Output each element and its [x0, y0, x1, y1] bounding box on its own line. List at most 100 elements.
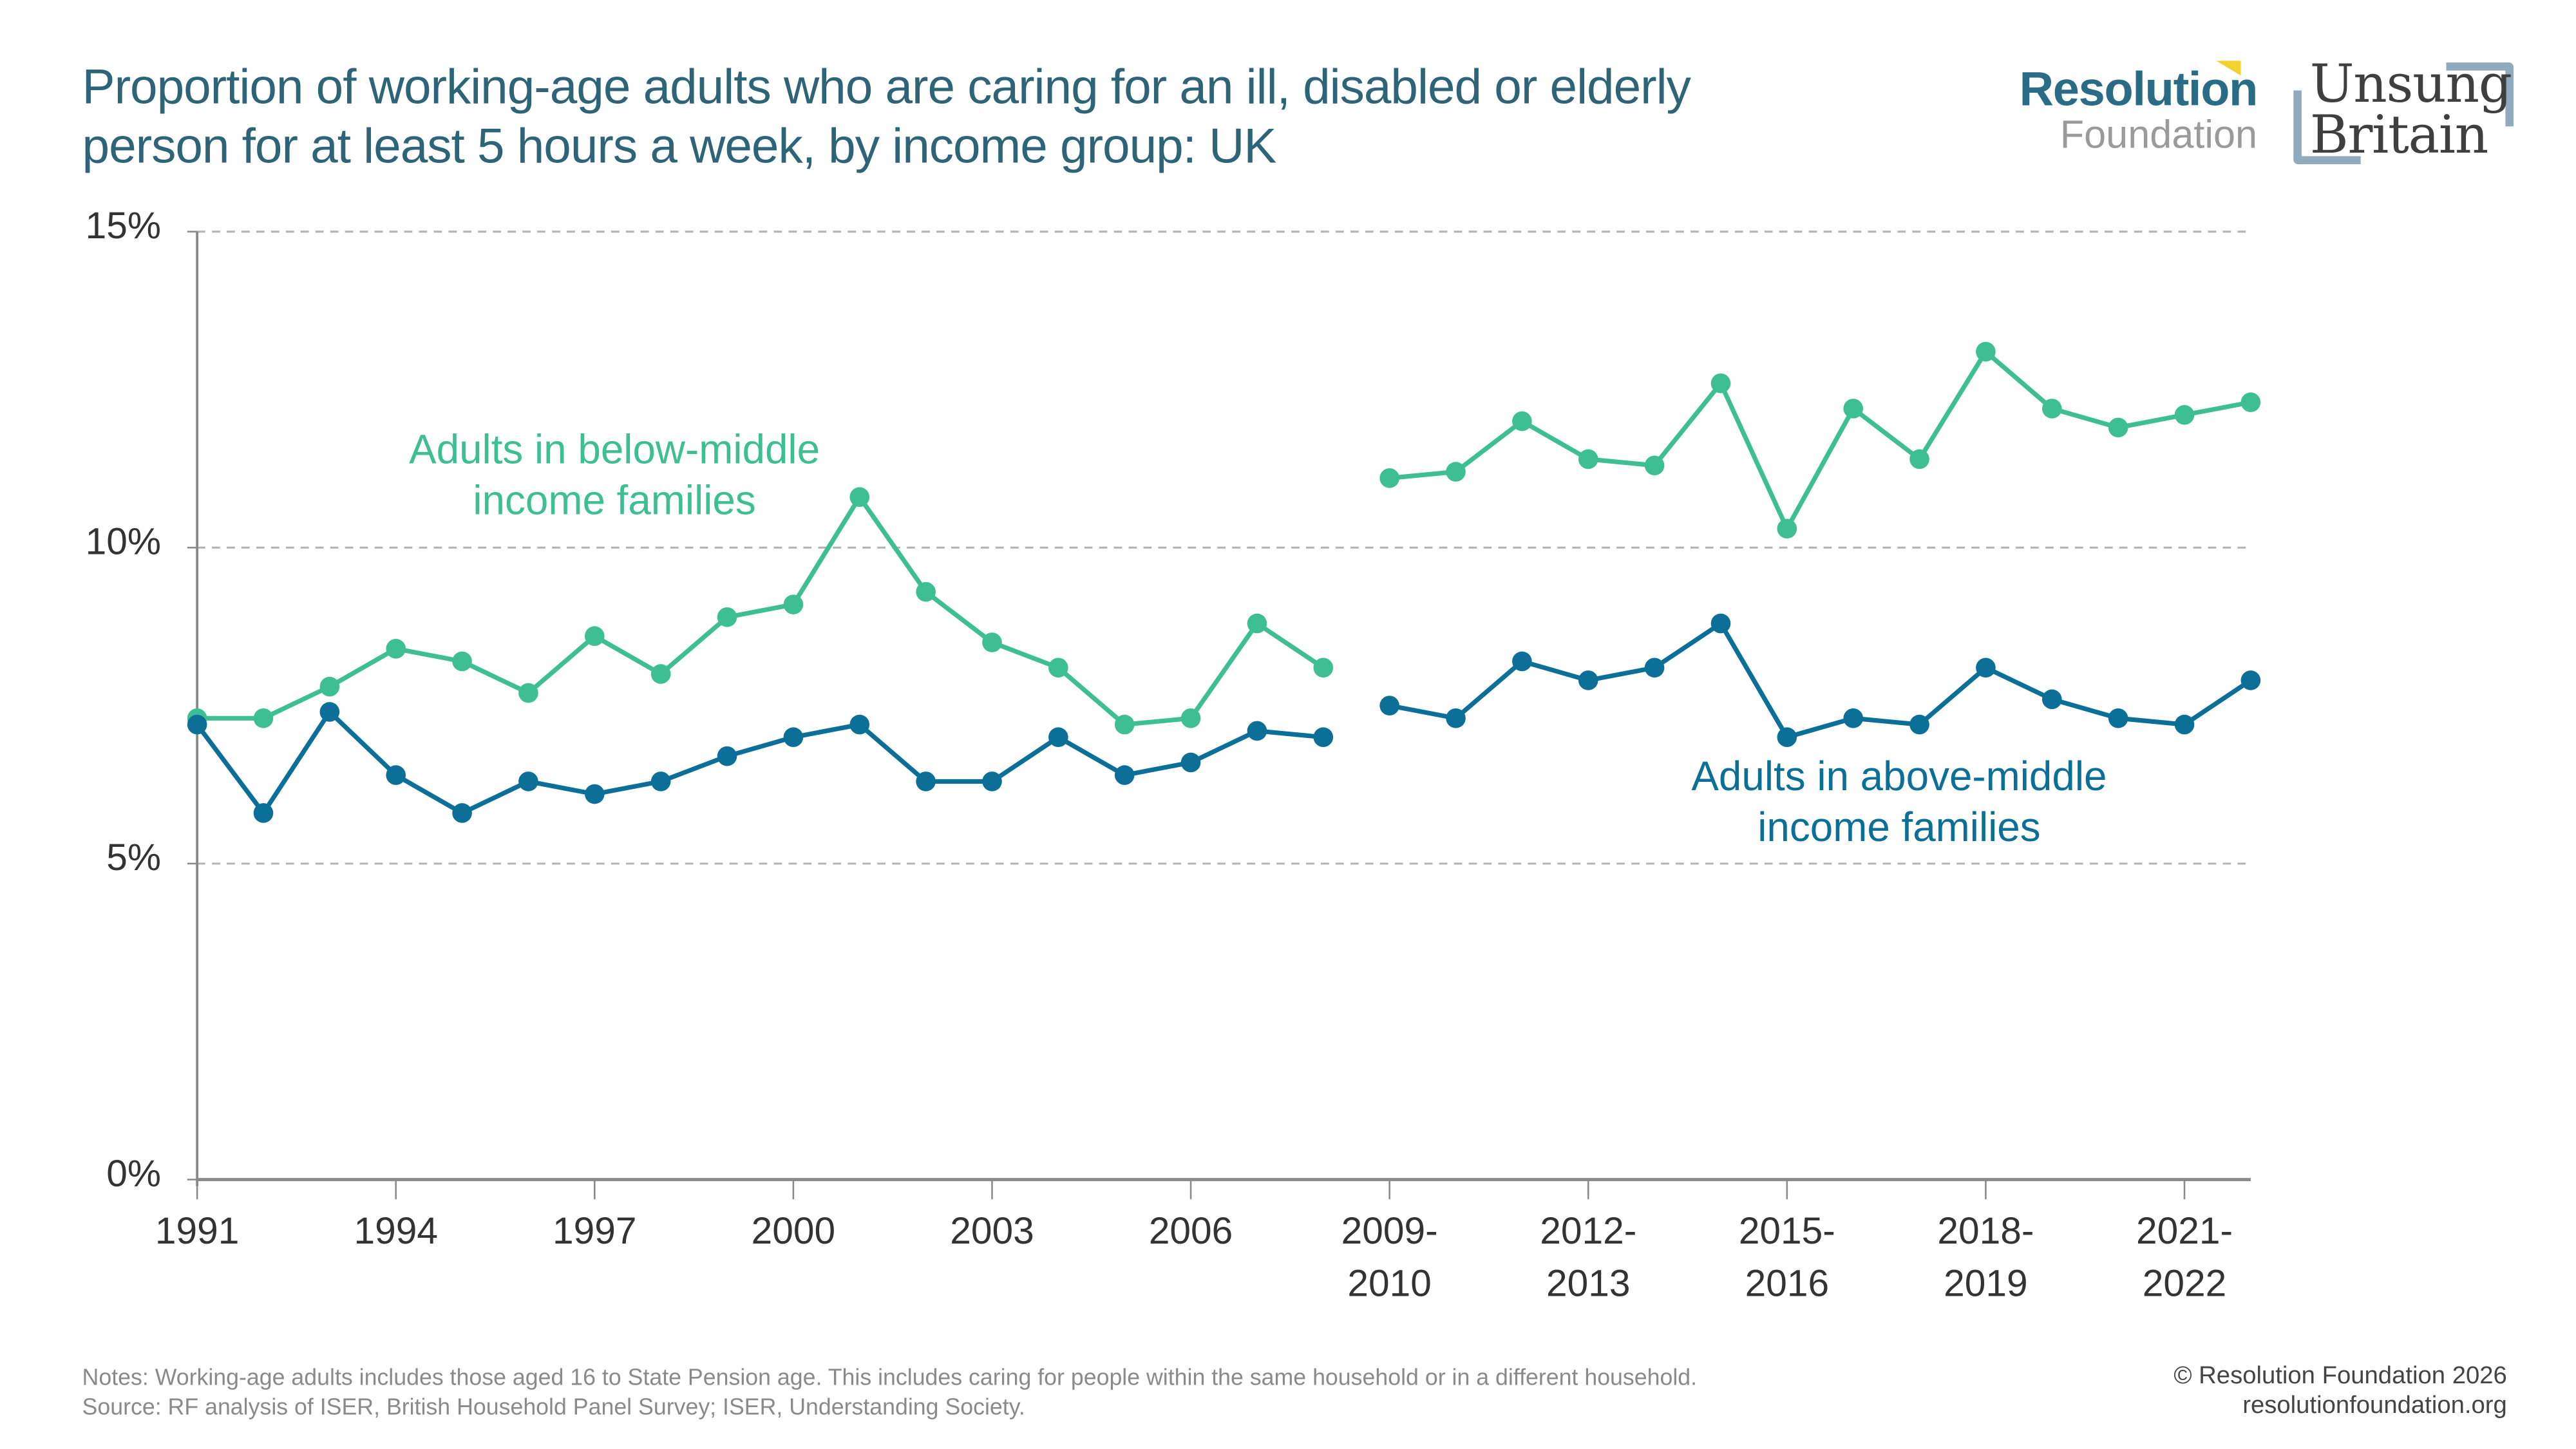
data-point-below-middle	[1843, 399, 1863, 419]
x-tick-label: 2003	[950, 1210, 1034, 1252]
y-tick-label: 5%	[106, 837, 161, 878]
series-group	[187, 341, 2261, 823]
data-point-below-middle	[849, 487, 870, 507]
foundation-logo-word: Foundation	[2060, 113, 2258, 158]
data-point-below-middle	[2174, 404, 2195, 425]
gridlines	[197, 231, 2251, 865]
series-line-above-middle-segment-1	[195, 709, 1324, 816]
data-point-below-middle	[1644, 455, 1665, 476]
data-point-above-middle	[253, 803, 274, 823]
data-point-below-middle	[1114, 714, 1135, 735]
x-tick-label: 2009-2010	[1341, 1210, 1438, 1305]
data-point-above-middle	[1446, 708, 1466, 728]
unsung-britain-logo: Unsung Britain	[2293, 52, 2523, 166]
data-point-above-middle	[1048, 727, 1068, 748]
data-point-above-middle	[783, 727, 804, 748]
chart-title-line-2: person for at least 5 hours a week, by i…	[82, 120, 1277, 175]
chart-title-line-1: Proportion of working-age adults who are…	[82, 61, 1691, 115]
data-point-above-middle	[1909, 714, 1929, 735]
data-point-below-middle	[584, 626, 605, 647]
data-point-below-middle	[783, 594, 804, 614]
data-point-above-middle	[2041, 689, 2062, 710]
series-line-above-middle-segment-2	[1388, 621, 2252, 740]
x-tick-label: 2000	[752, 1210, 836, 1252]
data-point-above-middle	[1114, 765, 1135, 785]
data-point-above-middle	[1313, 727, 1334, 748]
britain-logo-word: Britain	[2309, 103, 2489, 166]
series-line-below-middle-segment-1	[197, 495, 1325, 727]
x-tick-label: 2006	[1149, 1210, 1233, 1252]
data-point-above-middle	[452, 803, 472, 823]
data-point-above-middle	[1578, 670, 1598, 690]
data-point-below-middle	[1909, 449, 1929, 469]
series-line-below-middle-segment-2	[1389, 349, 2251, 531]
data-point-below-middle	[518, 683, 538, 703]
x-tick-label: 2021-2022	[2136, 1210, 2233, 1305]
data-point-above-middle	[650, 772, 671, 791]
y-tick-label: 15%	[86, 205, 161, 247]
resolution-foundation-logo: Resolution Foundation	[1994, 61, 2258, 158]
data-point-above-middle	[319, 702, 340, 722]
data-point-above-middle	[1247, 721, 1267, 741]
source-text: Source: RF analysis of ISER, British Hou…	[82, 1393, 1025, 1420]
unsung-logo-word: Unsung	[2309, 52, 2512, 115]
data-point-above-middle	[1843, 708, 1863, 728]
data-point-above-middle	[518, 772, 538, 791]
data-point-above-middle	[1644, 658, 1665, 678]
data-point-below-middle	[1777, 518, 1797, 539]
data-point-below-middle	[2108, 417, 2128, 438]
data-point-above-middle	[386, 765, 406, 785]
data-point-below-middle	[982, 632, 1002, 652]
website-link[interactable]: resolutionfoundation.org	[2242, 1391, 2507, 1420]
series-label-below-middle: Adults in below-middle income families	[409, 426, 820, 523]
series-labels: Adults in below-middle income families Adu…	[409, 426, 2107, 850]
data-point-above-middle	[982, 772, 1002, 791]
x-tick-label: 1991	[155, 1210, 239, 1252]
data-point-below-middle	[1512, 411, 1532, 431]
data-point-below-middle	[1446, 462, 1466, 482]
data-point-below-middle	[452, 651, 472, 672]
data-point-below-middle	[319, 676, 340, 697]
x-tick-label: 1994	[354, 1210, 438, 1252]
data-point-above-middle	[916, 772, 936, 791]
data-point-above-middle	[1777, 727, 1797, 748]
resolution-logo-word: Resolution	[1994, 61, 2258, 115]
data-point-below-middle	[1048, 658, 1068, 678]
data-point-below-middle	[1710, 373, 1731, 393]
data-point-below-middle	[2240, 392, 2261, 412]
x-tick-label: 2012-2013	[1540, 1210, 1636, 1305]
data-point-above-middle	[187, 714, 207, 735]
data-point-below-middle	[1379, 468, 1399, 488]
data-point-above-middle	[849, 714, 870, 735]
data-point-below-middle	[1578, 449, 1598, 469]
data-point-below-middle	[1247, 613, 1267, 634]
data-point-below-middle	[717, 607, 737, 627]
data-point-below-middle	[2041, 399, 2062, 419]
logo-accent-icon	[2216, 61, 2241, 76]
data-point-below-middle	[253, 708, 274, 728]
data-point-above-middle	[717, 746, 737, 766]
x-tick-label: 2018-2019	[1937, 1210, 2034, 1305]
y-tick-label: 0%	[106, 1153, 161, 1195]
data-point-below-middle	[1313, 658, 1334, 678]
bracket-bottom-left-icon	[2293, 90, 2361, 165]
footer-credits: © Resolution Foundation 2026 resolutionf…	[2174, 1362, 2506, 1421]
bracket-top-right-icon	[2446, 62, 2514, 127]
copyright-text: © Resolution Foundation 2026	[2174, 1361, 2507, 1390]
data-point-above-middle	[1379, 696, 1399, 715]
data-point-above-middle	[1710, 613, 1731, 634]
data-point-above-middle	[2240, 670, 2261, 690]
y-tick-label: 10%	[86, 521, 161, 563]
data-point-above-middle	[1512, 651, 1532, 672]
data-point-below-middle	[1976, 341, 1996, 362]
footer-notes: Notes: Working-age adults includes those…	[82, 1362, 1698, 1421]
data-point-below-middle	[1180, 708, 1201, 728]
x-tick-label: 2015-2016	[1739, 1210, 1835, 1305]
notes-text: Notes: Working-age adults includes those…	[82, 1363, 1698, 1390]
data-point-below-middle	[916, 582, 936, 602]
data-point-above-middle	[2174, 714, 2195, 735]
data-point-above-middle	[1976, 658, 1996, 678]
data-point-above-middle	[1180, 752, 1201, 773]
